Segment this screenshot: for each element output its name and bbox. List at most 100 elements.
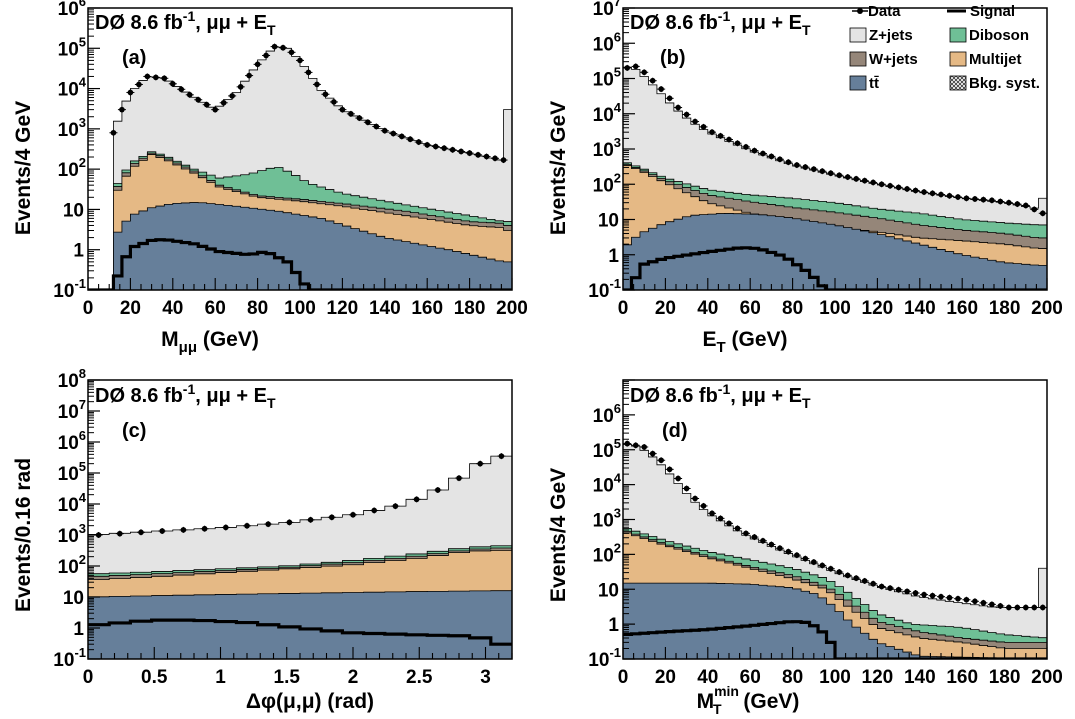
x-tick-label: 180 [989, 298, 1021, 319]
data-point [768, 153, 775, 160]
data-point [263, 52, 269, 59]
data-point [161, 75, 168, 82]
data-point [853, 575, 859, 581]
data-point [946, 594, 953, 601]
data-point [373, 123, 380, 130]
data-point [307, 517, 314, 523]
legend-syst: Bkg. syst. [949, 75, 1040, 92]
data-point [777, 545, 783, 552]
x-tick-label: 60 [740, 298, 761, 319]
data-point [912, 187, 919, 194]
data-point [117, 530, 123, 537]
y-tick-label: 102 [58, 552, 86, 578]
data-point [658, 457, 664, 464]
data-point [170, 80, 176, 87]
y-tick-label: 10-1 [588, 645, 621, 671]
data-point [195, 96, 202, 103]
x-tick-label: 100 [284, 298, 316, 319]
y-tick-label: 102 [593, 170, 621, 196]
data-point [768, 541, 775, 548]
data-point [331, 99, 337, 105]
data-point [734, 525, 741, 532]
y-tick-label: 102 [593, 540, 621, 566]
x-tick-label: 40 [162, 298, 183, 319]
data-point [365, 119, 371, 126]
data-point [802, 555, 809, 562]
y-tick-label: 105 [593, 65, 621, 91]
y-tick-label: 10-1 [53, 276, 86, 302]
series-ttbar [623, 213, 1047, 290]
data-point [683, 111, 690, 118]
data-point [144, 73, 151, 80]
data-point [989, 601, 995, 608]
data-point [675, 475, 681, 482]
ylabel-a: Events/4 GeV [12, 101, 35, 235]
data-point [1006, 604, 1012, 611]
x-tick-label: 60 [740, 667, 761, 688]
y-tick-label: 1 [608, 246, 619, 267]
data-point [254, 61, 261, 68]
data-point [844, 572, 851, 579]
data-point [734, 140, 741, 147]
data-point [955, 595, 961, 602]
data-point [244, 522, 250, 529]
data-point [477, 460, 484, 467]
data-point [632, 63, 639, 70]
svg-text:Signal: Signal [970, 3, 1015, 20]
x-tick-label: 2 [348, 667, 359, 688]
data-point [456, 475, 462, 481]
y-tick-label: 1 [608, 615, 619, 636]
data-point [153, 74, 159, 81]
data-point [904, 186, 910, 192]
data-point [413, 496, 420, 503]
x-tick-label: 120 [862, 667, 894, 688]
data-point [836, 569, 843, 575]
panel-d: 10-1 1 10 102 103 104 105 106 0 20 40 60 80 100 120 140… [547, 379, 1063, 717]
data-point [895, 586, 902, 593]
title-b: DØ 8.6 fb-1, μμ + ET [630, 8, 811, 38]
y-tick-label: 104 [593, 471, 622, 497]
data-point [726, 520, 732, 527]
data-point [119, 106, 125, 113]
data-point [641, 444, 647, 450]
data-point [827, 170, 834, 177]
data-point [938, 593, 944, 600]
series-signal-line [623, 246, 1047, 290]
data-point [382, 127, 388, 134]
data-point [415, 139, 422, 145]
data-point [500, 157, 507, 163]
x-tick-label: 160 [411, 298, 443, 319]
data-point [760, 150, 766, 157]
title-a: DØ 8.6 fb-1, μμ + ET [95, 8, 276, 38]
legend: Data Signal Z+jets Diboson W+jets Multij… [849, 3, 1040, 92]
data-point [777, 156, 783, 163]
data-point [466, 150, 473, 156]
x-tick-label: 200 [1031, 667, 1063, 688]
svg-text:Data: Data [868, 3, 901, 20]
series-signal-line [623, 620, 1047, 659]
y-tick-label: 105 [58, 34, 86, 60]
data-point [1023, 202, 1029, 209]
data-point [938, 191, 944, 198]
legend-ttbar: tt̄ [849, 75, 879, 92]
ylabel-c: Events/0.16 rad [12, 458, 35, 612]
data-point [827, 565, 834, 572]
y-tick-label: 103 [593, 135, 621, 161]
y-tick-label: 108 [58, 366, 86, 392]
y-tick-label: 10 [598, 211, 619, 232]
x-tick-label: 0.5 [141, 667, 168, 688]
data-point [398, 133, 405, 140]
title-d: DØ 8.6 fb-1, μμ + ET [630, 381, 811, 411]
data-points [109, 43, 508, 164]
panel-c: 10-1 1 10 102 103 104 105 106 107 108 0 0.5 1 1.5 2 2.5… [12, 366, 513, 713]
data-point [237, 84, 244, 90]
y-tick-label: 106 [593, 29, 621, 55]
data-point [760, 538, 766, 544]
x-tick-label: 0 [618, 298, 629, 319]
panel-label-c: (c) [122, 420, 146, 442]
data-point [700, 503, 707, 509]
data-point [811, 559, 817, 565]
data-point [186, 92, 193, 98]
x-tick-label: 40 [697, 667, 718, 688]
